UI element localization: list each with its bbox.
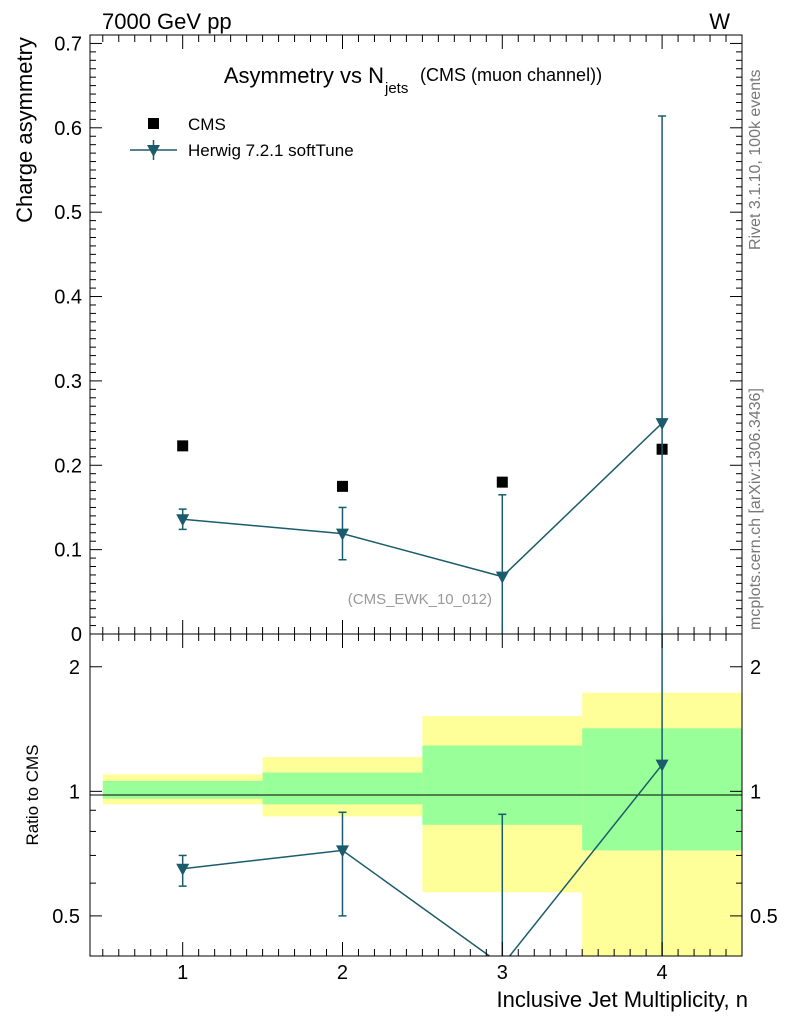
ratio-y-tick-label: 2 bbox=[69, 657, 80, 679]
plot-title-subscript: jets bbox=[384, 80, 408, 97]
x-tick-label: 3 bbox=[497, 962, 508, 984]
main-y-tick-label: 0 bbox=[71, 624, 82, 646]
main-series bbox=[176, 115, 669, 634]
main-y-tick-label: 0.5 bbox=[54, 202, 82, 224]
main-y-tick-label: 0.1 bbox=[54, 540, 82, 562]
main-y-tick-label: 0.6 bbox=[54, 118, 82, 140]
ratio-series-group bbox=[176, 634, 669, 956]
main-y-axis-label: Charge asymmetry bbox=[12, 37, 37, 223]
x-axis-label: Inclusive Jet Multiplicity, n bbox=[497, 987, 748, 1012]
main-y-tick-label: 0.4 bbox=[54, 287, 82, 309]
ratio-frame bbox=[89, 633, 743, 957]
ratio-herwig-point bbox=[176, 863, 190, 876]
ratio-herwig-point bbox=[655, 759, 669, 772]
main-y-tick-label: 0.2 bbox=[54, 455, 82, 477]
rivet-label: Rivet 3.1.10, 100k events bbox=[747, 69, 764, 250]
herwig-point bbox=[655, 418, 669, 431]
plot-title-extra: (CMS (muon channel)) bbox=[420, 65, 602, 85]
legend-cms-label: CMS bbox=[188, 115, 226, 134]
ratio-panel: 0.5 0.5 1 1 2 2 1 2 3 4 Ratio to CMS Inclusive J… bbox=[23, 633, 778, 1012]
ratio-y-tick-label-right: 2 bbox=[750, 657, 761, 679]
legend: CMS Herwig 7.2.1 softTune bbox=[130, 115, 354, 160]
ratio-uncertainty-bands bbox=[102, 692, 742, 956]
main-panel: 0 0.1 0.2 0.3 0.4 0.5 0.6 0.7 Asymmetry vs N je… bbox=[12, 33, 743, 646]
ratio-band-green bbox=[102, 780, 263, 799]
ratio-y-axis-label: Ratio to CMS bbox=[23, 744, 42, 845]
x-tick-label: 1 bbox=[177, 962, 188, 984]
main-axis-ticks bbox=[90, 34, 743, 635]
legend-herwig-marker bbox=[147, 145, 160, 157]
header-left: 7000 GeV pp bbox=[102, 9, 232, 34]
x-tick-labels: 1 2 3 4 bbox=[177, 962, 668, 984]
legend-cms-marker bbox=[148, 118, 159, 129]
herwig-point bbox=[495, 571, 509, 584]
ratio-y-tick-labels: 0.5 0.5 1 1 2 2 bbox=[52, 657, 778, 928]
ratio-y-tick-label: 1 bbox=[69, 781, 80, 803]
plot-title: Asymmetry vs N bbox=[224, 63, 384, 88]
ratio-series bbox=[176, 634, 669, 956]
main-y-tick-label: 0.3 bbox=[54, 371, 82, 393]
mcplots-label: mcplots.cern.ch [arXiv:1306.3436] bbox=[747, 388, 764, 630]
analysis-label: (CMS_EWK_10_012) bbox=[348, 591, 492, 608]
x-tick-label: 2 bbox=[337, 962, 348, 984]
ratio-band-green bbox=[262, 772, 423, 805]
x-tick-label: 4 bbox=[657, 962, 668, 984]
header-right: W bbox=[709, 9, 730, 34]
ratio-herwig-line bbox=[182, 764, 663, 956]
cms-point bbox=[177, 440, 189, 452]
ratio-herwig-point bbox=[335, 845, 349, 858]
cms-point bbox=[336, 480, 348, 492]
ratio-y-tick-label: 0.5 bbox=[52, 906, 80, 928]
herwig-point bbox=[335, 528, 349, 541]
legend-herwig-label: Herwig 7.2.1 softTune bbox=[188, 141, 354, 160]
ratio-y-tick-label-right: 0.5 bbox=[750, 906, 778, 928]
ratio-axis-ticks bbox=[90, 634, 743, 957]
main-y-tick-label: 0.7 bbox=[54, 33, 82, 55]
herwig-line bbox=[182, 422, 663, 578]
herwig-point bbox=[176, 514, 190, 527]
cms-point bbox=[496, 476, 508, 488]
ratio-band-green bbox=[422, 745, 583, 825]
ratio-y-tick-label-right: 1 bbox=[750, 781, 761, 803]
main-y-tick-labels: 0 0.1 0.2 0.3 0.4 0.5 0.6 0.7 bbox=[54, 33, 82, 646]
